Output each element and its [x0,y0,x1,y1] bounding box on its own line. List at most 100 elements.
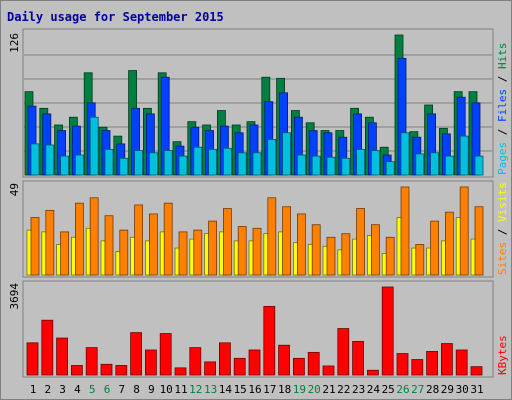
bar-pages-day-19 [296,154,306,176]
bar-sites-day-12 [193,229,203,276]
bar-kbytes-day-3 [56,337,68,376]
bar-sites-day-27 [415,244,425,276]
x-tick-label-day-7: 7 [118,383,125,396]
bar-pages-day-10 [163,150,173,176]
bar-kbytes-day-23 [352,341,365,376]
top-legend: Pages / Files / Hits [496,43,509,176]
legend-text: Pages / Files / Hits [496,43,509,176]
bar-pages-day-27 [415,153,425,176]
bar-sites-day-20 [311,224,321,276]
bar-kbytes-day-16 [248,349,261,376]
x-tick-label-day-14: 14 [219,383,233,396]
bar-sites-day-14 [222,208,232,276]
x-tick-label-day-13: 13 [204,383,217,396]
x-tick-label-day-26: 26 [396,383,409,396]
bar-kbytes-day-19 [292,357,305,376]
x-tick-label-day-24: 24 [367,383,381,396]
bar-kbytes-day-30 [455,349,468,376]
x-tick-label-day-17: 17 [263,383,276,396]
bar-kbytes-day-29 [440,343,453,376]
bar-kbytes-day-24 [366,369,379,376]
legend-text: Sites / Visits [496,182,509,275]
legend-separator: / [496,222,509,242]
bar-sites-day-31 [474,206,484,276]
bar-pages-day-20 [311,155,321,176]
middle-legend: Sites / Visits [496,182,509,275]
bar-pages-day-1 [30,143,40,176]
bar-pages-day-8 [134,150,144,176]
bar-sites-day-24 [370,224,380,276]
x-tick-label-day-22: 22 [337,383,350,396]
bar-kbytes-day-6 [100,363,113,376]
legend-separator: / [496,122,509,142]
bar-pages-day-7 [119,157,129,176]
bar-pages-day-28 [430,152,440,176]
bar-sites-day-21 [326,236,336,276]
bar-kbytes-day-15 [233,357,246,376]
bar-pages-day-12 [193,146,203,176]
bar-pages-day-24 [370,150,380,176]
x-tick-label-day-16: 16 [248,383,261,396]
bar-sites-day-23 [356,208,366,276]
bar-sites-day-2 [45,209,55,276]
bar-pages-day-25 [385,161,395,176]
bar-kbytes-day-13 [204,361,217,376]
legend-text: KBytes [496,335,509,375]
x-tick-label-day-19: 19 [293,383,306,396]
bar-pages-day-3 [60,155,69,176]
bar-pages-day-13 [208,149,218,176]
bottom-ymax-label: 3694 [8,283,21,310]
bar-pages-day-30 [459,135,469,176]
bar-pages-day-5 [89,116,99,176]
bar-sites-day-10 [163,202,173,276]
bar-kbytes-day-7 [115,365,128,376]
bar-pages-day-11 [178,155,188,176]
bar-sites-day-4 [75,202,84,276]
bar-sites-day-8 [134,204,144,276]
bar-pages-day-9 [148,152,158,176]
bar-kbytes-day-18 [278,344,291,376]
x-tick-label-day-3: 3 [59,383,66,396]
x-tick-label-day-21: 21 [322,383,335,396]
bar-kbytes-day-12 [189,347,202,376]
bottom-legend: KBytes [496,335,509,375]
bar-sites-day-30 [459,186,469,276]
bottom-panel-bars [26,286,483,376]
bar-kbytes-day-22 [337,328,350,376]
bar-kbytes-day-31 [470,366,483,376]
bar-sites-day-25 [385,236,395,276]
bar-kbytes-day-27 [411,359,424,376]
bar-pages-day-4 [75,154,84,176]
bar-pages-day-6 [104,149,114,176]
bar-pages-day-16 [252,152,262,176]
bar-kbytes-day-1 [26,342,39,376]
bar-kbytes-day-21 [322,365,335,376]
bar-pages-day-17 [267,139,277,176]
middle-ymax-label: 49 [8,183,21,196]
bar-pages-day-2 [45,144,55,176]
top-ymax-label: 126 [8,33,21,53]
x-tick-label-day-5: 5 [89,383,96,396]
bar-pages-day-23 [356,149,366,176]
x-axis-labels: 1 2 3 4 5 6 7 8 9 10 11 12 13 14 15 16 17 18 19 20 21 22 23 24 2… [30,383,484,396]
bar-sites-day-13 [208,220,218,276]
bar-sites-day-11 [178,231,188,276]
bar-sites-day-17 [267,197,277,276]
bar-sites-day-1 [30,217,40,276]
x-tick-label-day-1: 1 [30,383,37,396]
x-tick-label-day-31: 31 [470,383,483,396]
bar-pages-day-21 [326,156,336,176]
bar-kbytes-day-20 [307,351,320,376]
x-tick-label-day-6: 6 [104,383,111,396]
bar-kbytes-day-5 [85,347,98,376]
bar-kbytes-day-9 [144,349,157,376]
bar-sites-day-22 [341,233,351,276]
bar-sites-day-15 [237,226,247,276]
x-tick-label-day-20: 20 [308,383,321,396]
bar-pages-day-14 [222,147,232,176]
x-tick-label-day-4: 4 [74,383,81,396]
x-tick-label-day-25: 25 [382,383,395,396]
bar-sites-day-9 [148,213,158,276]
x-tick-label-day-11: 11 [174,383,187,396]
